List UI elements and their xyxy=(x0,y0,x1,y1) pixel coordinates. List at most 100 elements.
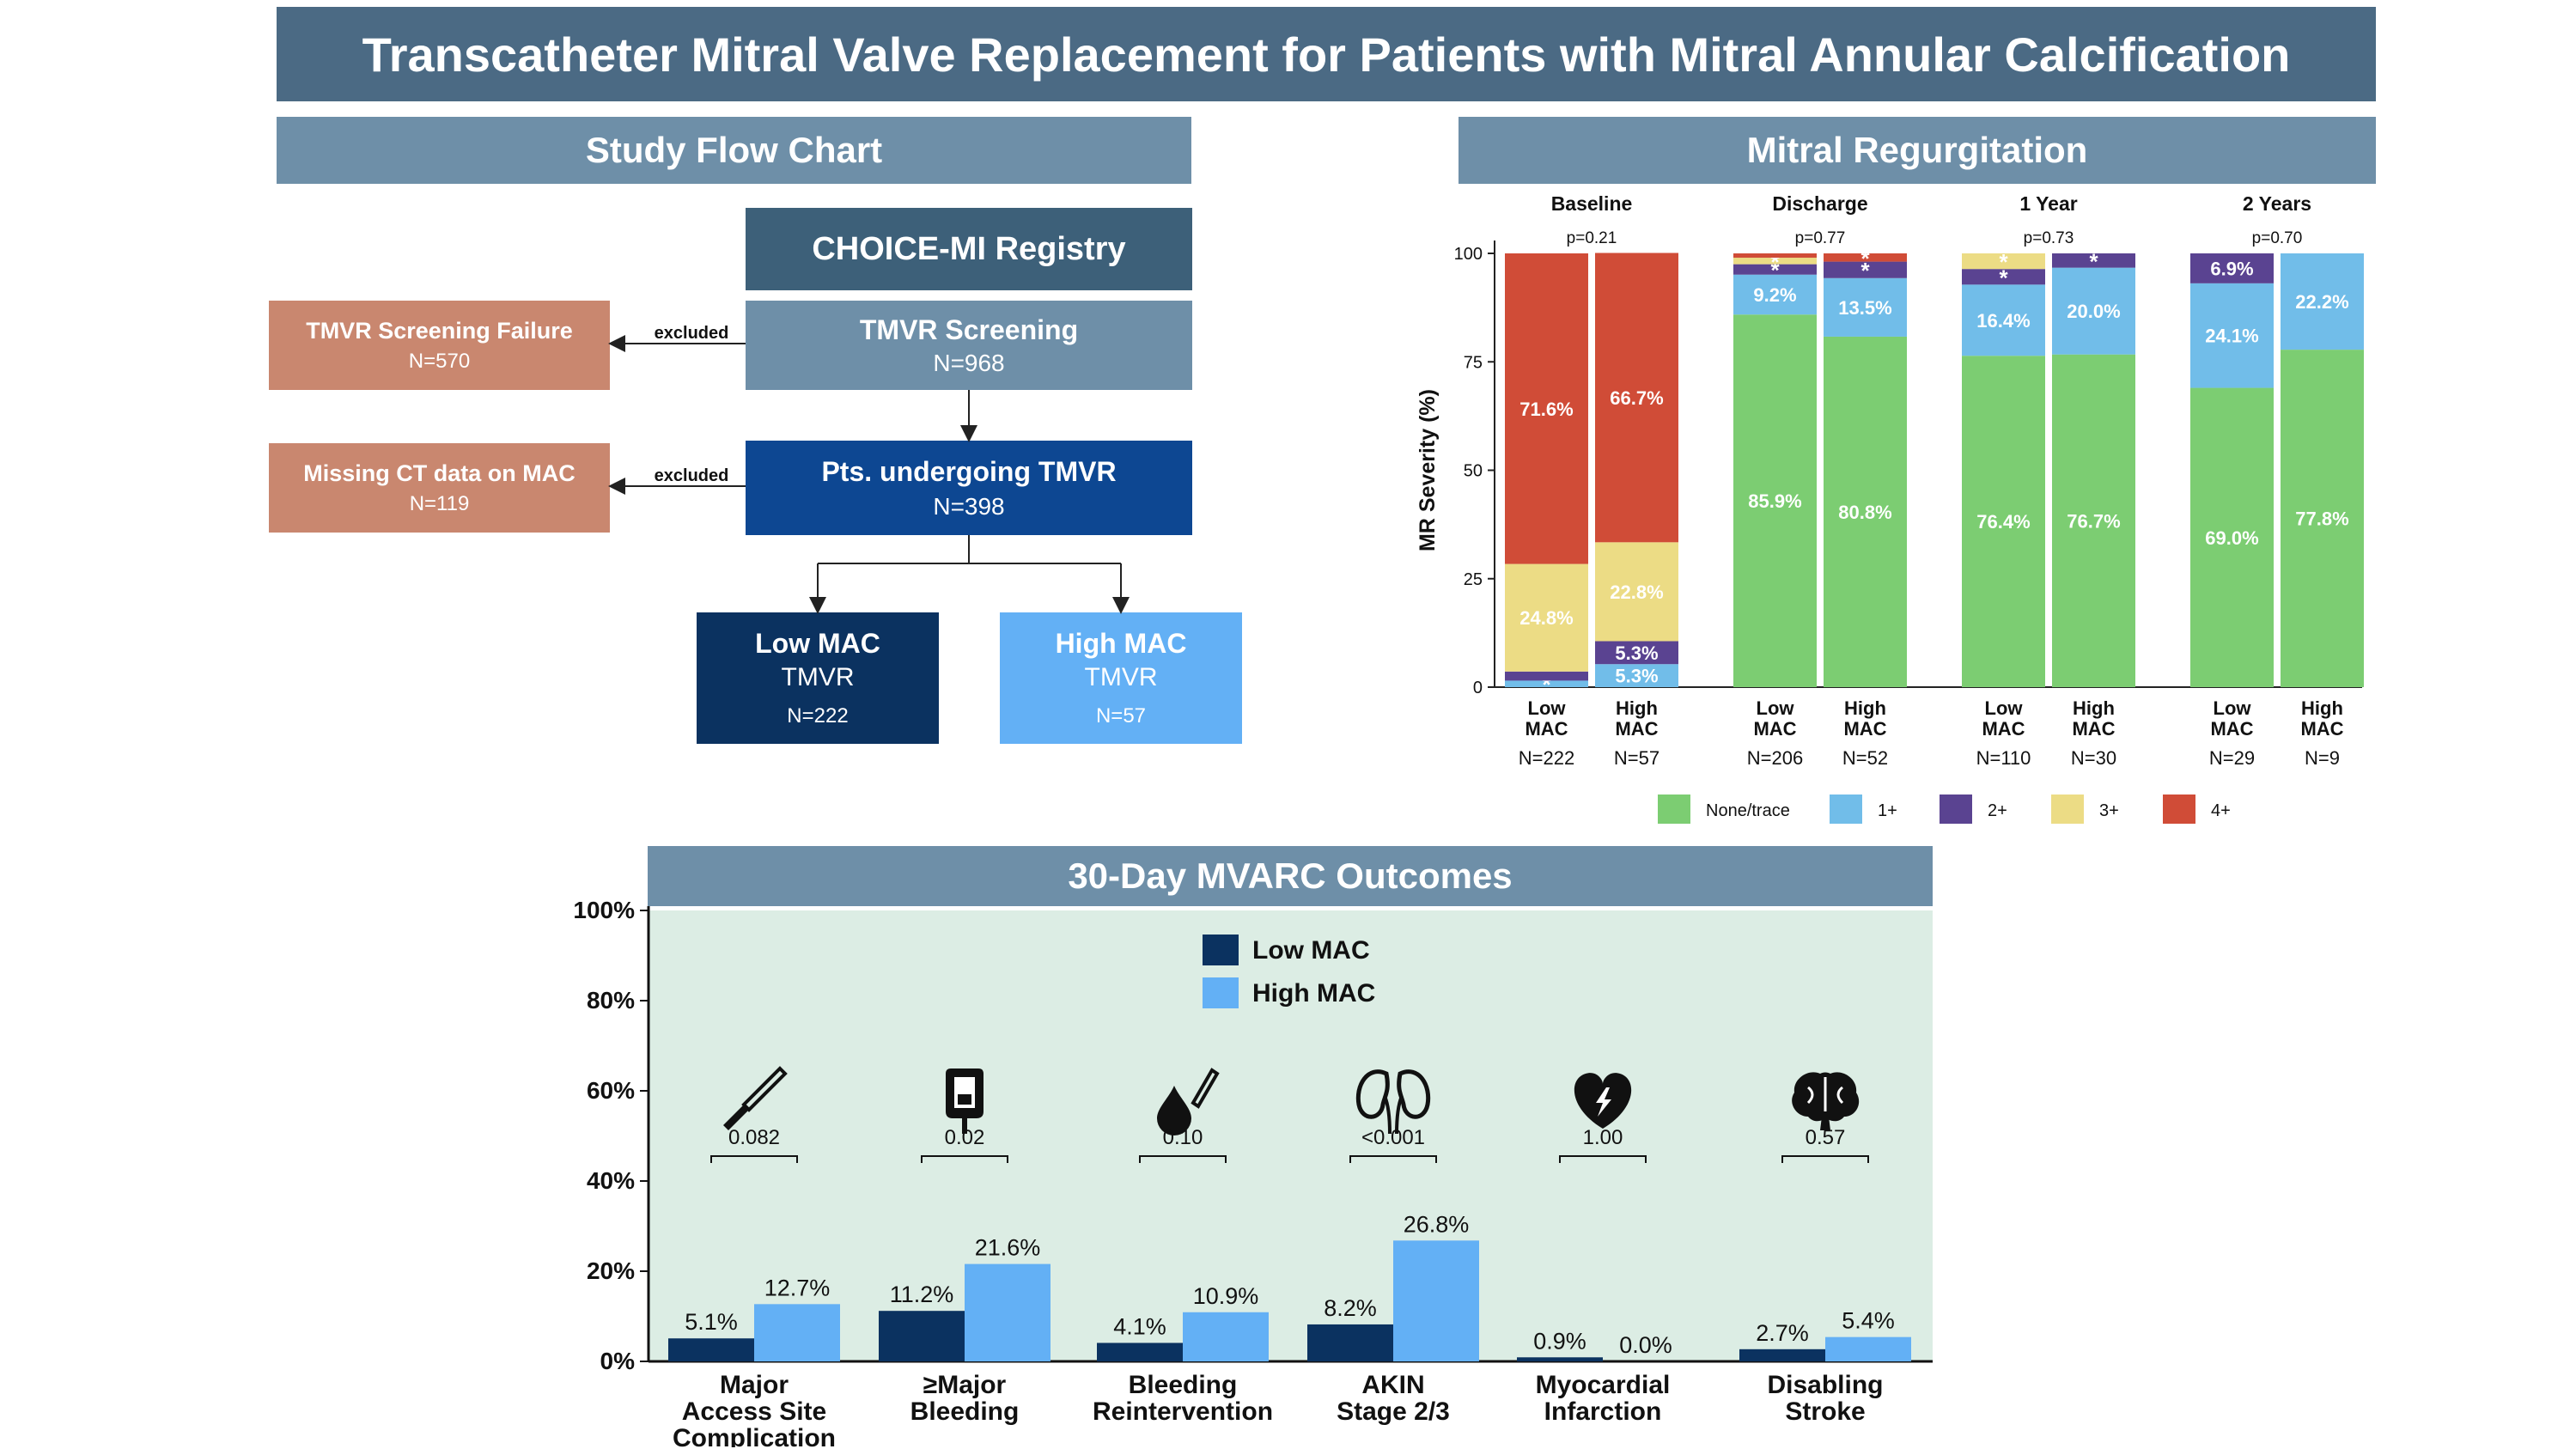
mr-bar-segment xyxy=(1733,258,1817,265)
mr-bar-segment xyxy=(1733,253,1817,259)
mr-legend-label: 3+ xyxy=(2099,801,2119,820)
mr-bar-label: MAC xyxy=(2210,718,2253,740)
mr-segment-label: 77.8% xyxy=(2295,508,2348,530)
mr-bar-segment xyxy=(2052,354,2135,687)
registry-box: CHOICE-MI Registry xyxy=(746,208,1192,290)
kidneys-icon-part xyxy=(1355,1069,1390,1119)
low-mac-sub: TMVR xyxy=(781,663,855,691)
mr-segment-label: 9.2% xyxy=(1753,284,1796,306)
high-mac-box: High MAC TMVR N=57 xyxy=(1000,612,1242,744)
high-mac-sub: TMVR xyxy=(1084,663,1158,691)
outcomes-p-bracket xyxy=(1139,1155,1227,1163)
mr-bar-segment xyxy=(1824,253,1907,262)
mr-segment-label: * xyxy=(1999,249,2008,275)
heart-lightning-icon xyxy=(1574,1073,1632,1129)
mr-bar-n: N=9 xyxy=(2305,747,2340,769)
excluded-label-1: excluded xyxy=(655,324,729,343)
screening-box: TMVR Screening N=968 xyxy=(746,301,1192,390)
outcomes-header-text: 30-Day MVARC Outcomes xyxy=(1068,855,1513,896)
mr-p-value: p=0.73 xyxy=(2024,229,2074,247)
mr-segment-label: 22.2% xyxy=(2295,291,2348,313)
mr-bar-segment xyxy=(1962,269,2045,285)
outcomes-p-bracket xyxy=(710,1155,798,1163)
screening-failure-label: TMVR Screening Failure xyxy=(306,317,573,344)
screening-failure-box: TMVR Screening Failure N=570 xyxy=(269,301,610,390)
outcomes-p-value: <0.001 xyxy=(1361,1126,1425,1149)
flow-chart-header: Study Flow Chart xyxy=(277,117,1191,184)
mr-p-value: p=0.77 xyxy=(1795,229,1846,247)
outcomes-bar xyxy=(1307,1324,1393,1361)
mr-bar-segment xyxy=(1595,253,1678,543)
mr-segment-label: 69.0% xyxy=(2205,527,2258,549)
mr-bar-n: N=110 xyxy=(1976,747,2031,769)
kidneys-icon xyxy=(1355,1069,1431,1135)
mr-segment-label: 22.8% xyxy=(1610,581,1663,603)
mr-segment-label: 76.7% xyxy=(2067,510,2120,532)
mr-bar-label: MAC xyxy=(1843,718,1886,740)
outcomes-bar-label: 5.4% xyxy=(1842,1308,1895,1334)
blood-drop-scalpel-icon-part xyxy=(1157,1086,1191,1135)
mr-bar-segment xyxy=(1962,284,2045,356)
scalpel-icon-part xyxy=(723,1105,749,1130)
outcomes-category-label: Disabling xyxy=(1767,1371,1883,1399)
kidneys-icon-part xyxy=(1397,1069,1431,1119)
low-mac-n: N=222 xyxy=(787,704,849,728)
mr-chart: 0 25 50 75 100 MR Severity (%) Baseline p=0.21 *… xyxy=(1416,192,2364,824)
mr-bar-segment xyxy=(2190,253,2274,283)
outcomes-p-value: 0.02 xyxy=(945,1126,985,1149)
mr-legend-swatch xyxy=(2051,795,2084,824)
mr-bar-label: High xyxy=(1616,697,1658,719)
outcomes-category-label: Stage 2/3 xyxy=(1337,1397,1450,1426)
outcomes-y-tick-label: 20% xyxy=(587,1257,635,1284)
outcomes-category-label: Bleeding xyxy=(910,1397,1020,1426)
kidneys-icon-part xyxy=(1395,1095,1404,1135)
mr-bar-segment xyxy=(2190,283,2274,388)
mr-legend-label: None/trace xyxy=(1706,801,1790,820)
mr-group-name: 1 Year xyxy=(2019,192,2077,215)
outcomes-y-tick-label: 60% xyxy=(587,1077,635,1104)
mr-bar-label: MAC xyxy=(1525,718,1568,740)
mr-bar-label: High xyxy=(1844,697,1886,719)
outcomes-p-value: 0.57 xyxy=(1806,1126,1846,1149)
low-mac-box: Low MAC TMVR N=222 xyxy=(697,612,939,744)
outcomes-bar-label: 0.0% xyxy=(1619,1332,1672,1358)
outcomes-plot-background xyxy=(649,910,1933,1361)
mr-bar-segment xyxy=(1595,664,1678,687)
blood-bag-icon-part xyxy=(962,1118,967,1134)
outcomes-bar xyxy=(668,1338,754,1361)
mr-group-name: 2 Years xyxy=(2243,192,2311,215)
outcomes-bar xyxy=(1739,1349,1825,1361)
mr-segment-label: 5.3% xyxy=(1615,666,1658,687)
mr-bar-segment xyxy=(1595,641,1678,665)
outcomes-legend-swatch xyxy=(1203,977,1239,1008)
outcomes-category-label: Access Site xyxy=(682,1397,826,1426)
page-title: Transcatheter Mitral Valve Replacement f… xyxy=(362,27,2291,82)
mr-segment-label: 20.0% xyxy=(2067,301,2120,322)
heart-lightning-icon-part xyxy=(1596,1087,1611,1117)
outcomes-p-value: 0.10 xyxy=(1163,1126,1203,1149)
outcomes-bar xyxy=(879,1311,965,1361)
outcomes-p-bracket xyxy=(1781,1155,1869,1163)
registry-label: CHOICE-MI Registry xyxy=(812,230,1126,267)
mr-bar-segment xyxy=(2281,253,2364,350)
mr-legend-label: 2+ xyxy=(1988,801,2007,820)
brain-icon-part xyxy=(1806,1077,1844,1111)
outcomes-bar xyxy=(1183,1312,1269,1361)
outcomes-bar-label: 2.7% xyxy=(1756,1320,1809,1346)
mr-segment-label: * xyxy=(1860,258,1870,283)
outcomes-bar-label: 10.9% xyxy=(1193,1283,1259,1309)
mr-bar-segment xyxy=(2052,267,2135,355)
mr-segment-label: * xyxy=(1860,246,1870,271)
high-mac-n: N=57 xyxy=(1095,704,1147,728)
mr-segment-label: * xyxy=(1542,672,1551,697)
outcomes-bar-label: 11.2% xyxy=(890,1282,954,1307)
outcomes-category-label: Stroke xyxy=(1785,1397,1865,1426)
mr-legend-label: 4+ xyxy=(2211,801,2231,820)
mr-bar-label: Low xyxy=(2214,697,2252,719)
mr-bar-label: Low xyxy=(1985,697,2024,719)
mr-bar-n: N=29 xyxy=(2209,747,2255,769)
outcomes-bar xyxy=(754,1304,840,1361)
mr-y-axis-label: MR Severity (%) xyxy=(1416,389,1440,551)
mr-bar-label: MAC xyxy=(1615,718,1658,740)
mr-bar-n: N=57 xyxy=(1614,747,1659,769)
